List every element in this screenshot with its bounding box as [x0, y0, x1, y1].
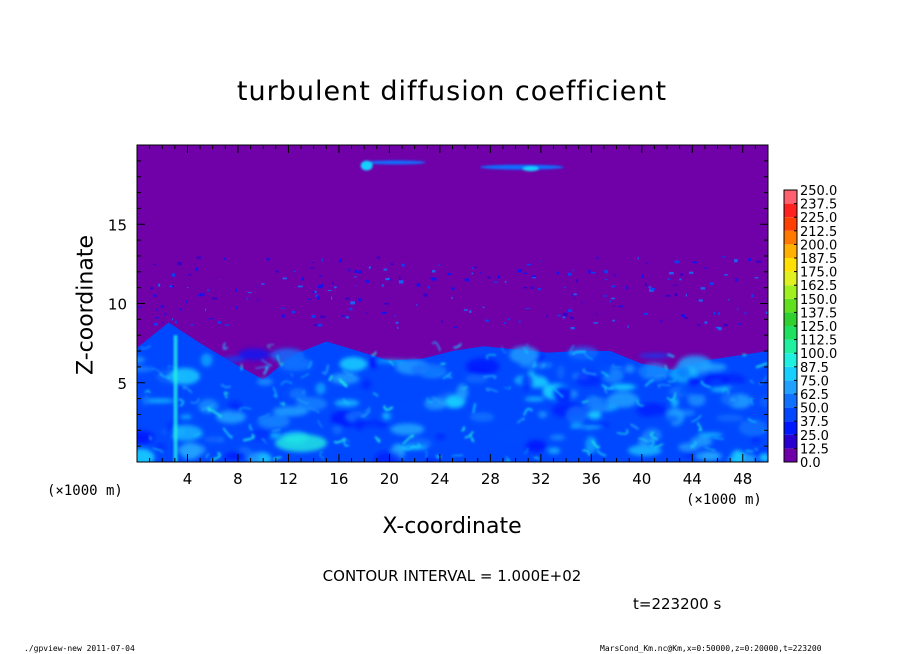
x-tick-label: 32 [531, 470, 550, 488]
x-tick-label: 44 [683, 470, 702, 488]
colorbar-label: 225.0 [800, 211, 837, 226]
colorbar-label: 250.0 [800, 184, 837, 199]
colorbar-label: 112.5 [800, 334, 837, 349]
chart-title: turbulent diffusion coefficient [236, 76, 668, 107]
colorbar-label: 87.5 [800, 361, 829, 376]
colorbar-swatch [784, 244, 797, 258]
colorbar-label: 187.5 [800, 252, 837, 267]
x-axis-unit-right: (×1000 m) [686, 492, 762, 508]
colorbar-swatch [784, 366, 797, 381]
colorbar-swatch [784, 258, 797, 272]
x-tick-label: 40 [632, 470, 651, 488]
colorbar-swatch [784, 203, 797, 218]
x-tick-label: 20 [380, 470, 399, 488]
x-tick-label: 48 [733, 470, 752, 488]
colorbar: 0.012.525.037.550.062.575.087.5100.0112.… [783, 184, 837, 471]
x-tick-label: 16 [329, 470, 348, 488]
colorbar-swatch [784, 421, 797, 435]
colorbar-swatch [784, 448, 797, 462]
colorbar-label: 25.0 [800, 429, 829, 444]
colorbar-label: 125.0 [800, 320, 837, 335]
footer-left-text: ./gpview-new 2011-07-04 [24, 644, 135, 653]
colorbar-swatch [784, 217, 797, 231]
colorbar-label: 150.0 [800, 293, 837, 308]
colorbar-swatch [784, 230, 797, 245]
colorbar-swatch [784, 326, 797, 340]
y-tick-label: 5 [117, 375, 127, 393]
x-tick-label: 4 [183, 470, 193, 488]
colorbar-swatch [784, 380, 797, 394]
colorbar-swatch [784, 271, 797, 286]
y-tick-label: 10 [108, 296, 127, 314]
x-tick-label: 24 [430, 470, 449, 488]
y-tick-label: 15 [108, 216, 127, 234]
colorbar-label: 175.0 [800, 266, 837, 281]
colorbar-label: 162.5 [800, 279, 837, 294]
x-axis: 4 8 12 16 20 24 28 32 36 40 44 48 [149, 145, 756, 488]
colorbar-swatch [784, 312, 797, 326]
x-tick-label: 36 [582, 470, 601, 488]
colorbar-label: 100.0 [800, 347, 837, 362]
colorbar-swatch [784, 394, 797, 408]
y-axis: 5 10 15 [108, 160, 768, 447]
colorbar-label: 0.0 [800, 456, 821, 471]
colorbar-swatch [784, 285, 797, 299]
colorbar-label: 75.0 [800, 374, 829, 389]
colorbar-swatch [784, 298, 797, 313]
x-axis-label: X-coordinate [382, 514, 522, 539]
colorbar-label: 12.5 [800, 442, 829, 457]
colorbar-label: 212.5 [800, 225, 837, 240]
time-stamp: t=223200 s [633, 595, 722, 613]
colorbar-swatch [784, 190, 797, 204]
colorbar-label: 237.5 [800, 198, 837, 213]
colorbar-label: 137.5 [800, 306, 837, 321]
x-tick-label: 8 [233, 470, 243, 488]
colorbar-swatch [784, 407, 797, 422]
x-tick-label: 28 [481, 470, 500, 488]
x-tick-label: 12 [279, 470, 298, 488]
colorbar-swatch [784, 353, 797, 367]
footer-right-text: MarsCond_Km.nc@Km,x=0:50000,z=0:20000,t=… [600, 644, 822, 653]
colorbar-label: 37.5 [800, 415, 829, 430]
colorbar-label: 200.0 [800, 238, 837, 253]
heatmap-plot-area [136, 144, 769, 463]
contour-interval-text: CONTOUR INTERVAL = 1.000E+02 [322, 567, 582, 585]
colorbar-label: 50.0 [800, 402, 829, 417]
heatmap-field [137, 160, 768, 462]
colorbar-label: 62.5 [800, 388, 829, 403]
x-axis-unit-left: (×1000 m) [47, 483, 123, 499]
colorbar-swatch [784, 339, 797, 354]
y-axis-label: Z-coordinate [73, 235, 99, 375]
colorbar-swatch [784, 434, 797, 449]
